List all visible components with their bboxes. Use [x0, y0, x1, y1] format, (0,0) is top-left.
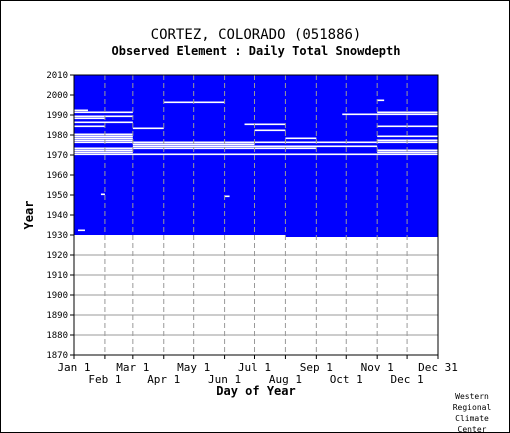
- x-tick-label: Jun 1: [208, 373, 241, 386]
- missing-data-bar: [132, 143, 255, 146]
- missing-data-bar: [224, 195, 230, 198]
- y-tick-label: 2010: [46, 71, 68, 81]
- x-tick-label: Oct 1: [330, 373, 363, 386]
- missing-data-bar: [74, 135, 133, 138]
- missing-data-bar: [132, 127, 164, 130]
- y-tick-label: 1890: [46, 311, 68, 321]
- y-tick-label: 1930: [46, 231, 68, 241]
- y-tick-label: 2000: [46, 91, 68, 101]
- x-tick-label: Apr 1: [147, 373, 180, 386]
- missing-data-bar: [74, 125, 105, 128]
- missing-data-bar: [132, 145, 378, 148]
- y-tick-label: 1940: [46, 211, 68, 221]
- missing-data-bar: [74, 111, 133, 114]
- credit-block: Western Regional Climate Center: [447, 391, 497, 433]
- chart-title: CORTEZ, COLORADO (051886): [150, 27, 362, 43]
- missing-data-bar: [77, 229, 85, 232]
- x-axis-title: Day of Year: [216, 384, 295, 398]
- missing-data-bar: [377, 151, 438, 154]
- credit-line: Climate: [455, 414, 489, 423]
- x-tick-label: Sep 1: [300, 361, 333, 374]
- y-tick-label: 1960: [46, 171, 68, 181]
- credit-line: Western: [455, 392, 489, 401]
- missing-data-bar: [74, 117, 105, 120]
- y-tick-label: 1880: [46, 331, 68, 341]
- credit-line: Center: [457, 425, 487, 433]
- x-tick-label: Jul 1: [238, 361, 271, 374]
- x-tick-label: Mar 1: [116, 361, 149, 374]
- missing-data-bar: [74, 139, 133, 142]
- missing-data-bar: [74, 141, 438, 144]
- y-tick-label: 1900: [46, 291, 68, 301]
- missing-data-bar: [74, 153, 438, 156]
- x-tick-label: Dec 1: [391, 373, 424, 386]
- missing-data-bar: [254, 129, 286, 132]
- missing-data-bar: [377, 99, 385, 102]
- x-tick-label: Aug 1: [269, 373, 302, 386]
- pre-record-gap: [74, 235, 286, 237]
- missing-data-bar: [285, 137, 317, 140]
- y-tick-label: 1950: [46, 191, 68, 201]
- y-tick-label: 1910: [46, 271, 68, 281]
- x-tick-label: May 1: [177, 361, 210, 374]
- missing-data-bar: [74, 109, 88, 112]
- missing-data-bar: [377, 135, 438, 138]
- missing-data-bar: [74, 149, 133, 152]
- y-tick-label: 1980: [46, 131, 68, 141]
- x-tick-label: Nov 1: [361, 361, 394, 374]
- x-tick-label: Jan 1: [57, 361, 90, 374]
- y-axis-title: Year: [22, 201, 36, 230]
- x-tick-label: Feb 1: [88, 373, 121, 386]
- missing-data-bar: [100, 193, 105, 196]
- missing-data-bar: [74, 115, 133, 118]
- y-tick-label: 1970: [46, 151, 68, 161]
- chart-subtitle: Observed Element : Daily Total Snowdepth: [111, 44, 401, 58]
- x-tick-label: Dec 31: [418, 361, 458, 374]
- data-coverage-block: [74, 75, 438, 237]
- missing-data-bar: [74, 121, 133, 124]
- y-tick-label: 1870: [46, 351, 68, 361]
- missing-data-bar: [377, 111, 438, 114]
- missing-data-bar: [74, 151, 133, 154]
- missing-data-bar: [74, 147, 317, 150]
- missing-data-bar: [244, 123, 286, 126]
- credit-line: Regional: [452, 403, 492, 412]
- missing-data-bar: [342, 113, 438, 116]
- missing-data-bar: [74, 133, 133, 136]
- missing-data-bar: [74, 137, 133, 140]
- y-tick-label: 1920: [46, 251, 68, 261]
- y-tick-label: 1990: [46, 111, 68, 121]
